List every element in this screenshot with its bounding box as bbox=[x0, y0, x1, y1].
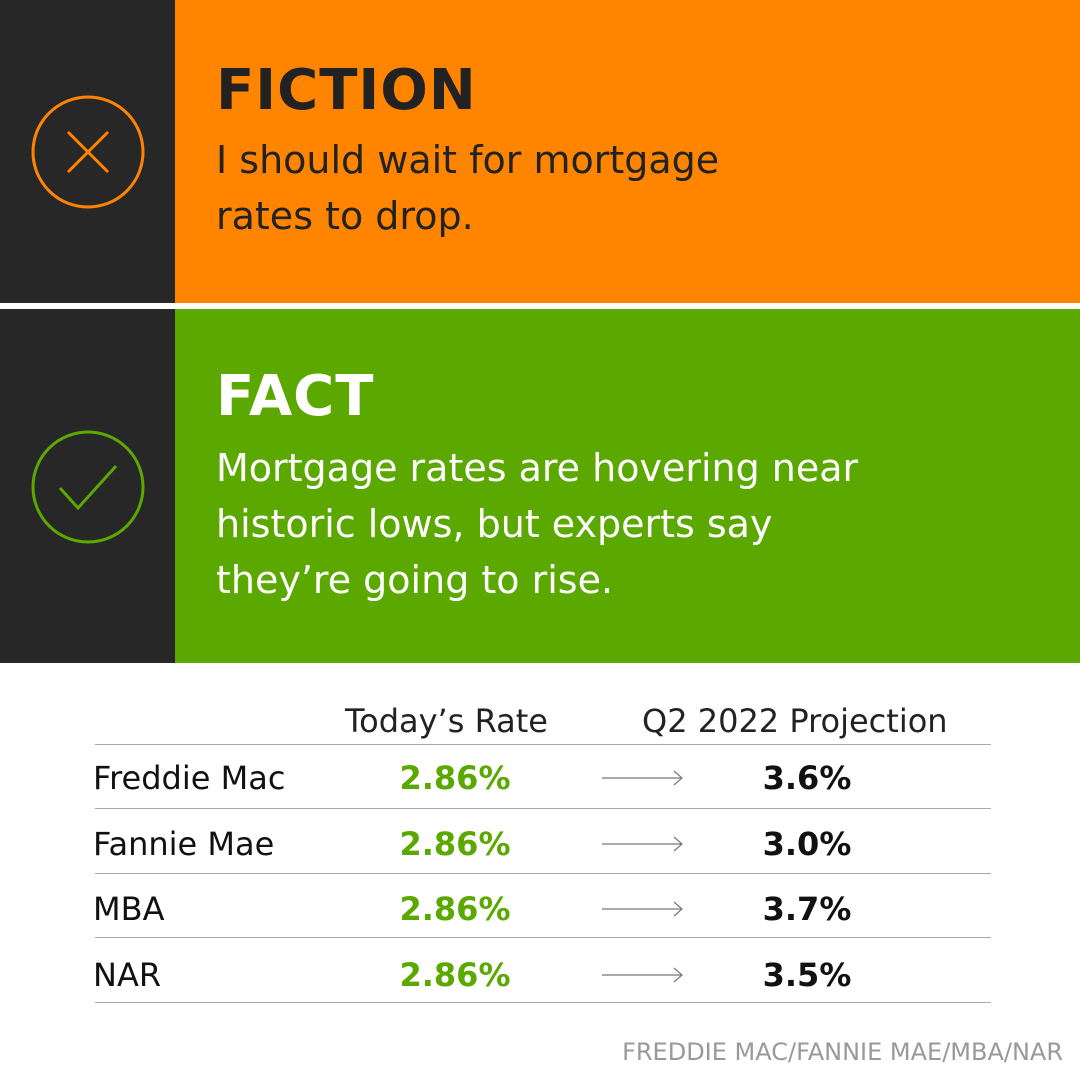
fact-panel bbox=[0, 309, 1080, 663]
arrow bbox=[602, 836, 684, 852]
check-icon bbox=[31, 430, 145, 544]
arrow bbox=[602, 967, 684, 983]
table-rule bbox=[95, 937, 991, 938]
today-rate: 2.86% bbox=[399, 759, 511, 797]
today-rate: 2.86% bbox=[399, 824, 511, 863]
fact-text: Mortgage rates are hovering near histori… bbox=[216, 446, 859, 602]
arrow bbox=[602, 901, 684, 917]
table-header: Today’s Rate bbox=[345, 702, 548, 740]
fact-title: FACT bbox=[216, 364, 375, 429]
fiction-title: FICTION bbox=[216, 58, 477, 123]
projection: 3.5% bbox=[762, 955, 852, 994]
fiction-text: I should wait for mortgage rates to drop… bbox=[216, 138, 720, 238]
projection: 3.7% bbox=[762, 890, 852, 928]
side-bar bbox=[0, 309, 175, 663]
today-rate: 2.86% bbox=[399, 890, 511, 928]
row-name: MBA bbox=[93, 890, 165, 928]
table-rule bbox=[95, 1001, 991, 1003]
row-name: NAR bbox=[93, 955, 162, 994]
table-rule bbox=[95, 872, 991, 874]
row-name: Freddie Mac bbox=[93, 759, 286, 797]
source: FREDDIE MAC/FANNIE MAE/MBA/NAR bbox=[622, 1038, 1063, 1066]
cross-icon bbox=[31, 95, 145, 209]
icons bbox=[31, 95, 145, 544]
row-name: Fannie Mae bbox=[93, 824, 275, 863]
table-header: Q2 2022 Projection bbox=[642, 702, 948, 740]
projection: 3.0% bbox=[762, 824, 852, 863]
table-rule bbox=[95, 808, 991, 809]
today-rate: 2.86% bbox=[399, 955, 511, 994]
projection: 3.6% bbox=[762, 759, 852, 797]
arrow bbox=[602, 770, 684, 786]
table-rule bbox=[95, 744, 991, 745]
fiction-panel bbox=[0, 0, 1080, 303]
